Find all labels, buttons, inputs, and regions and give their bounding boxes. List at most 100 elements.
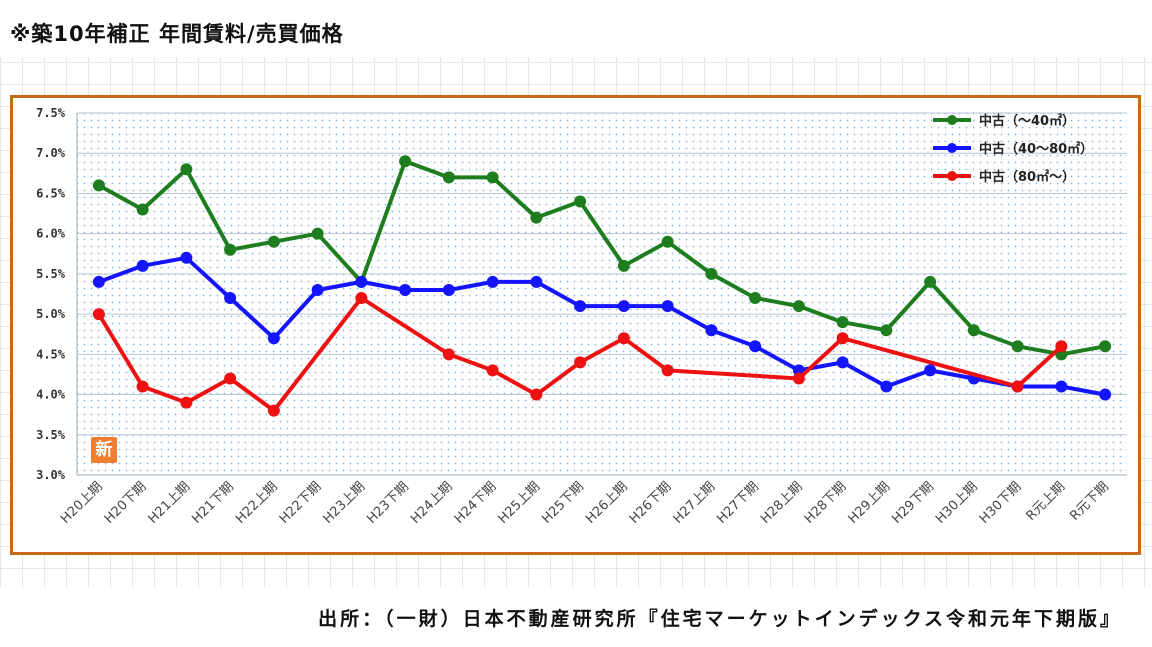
- x-tick-label: H30上期: [933, 479, 981, 527]
- data-point-series-1: [617, 300, 630, 313]
- legend-label: 中古（40～80㎡）: [979, 141, 1093, 157]
- y-tick-label: 6.5%: [36, 186, 66, 200]
- x-tick-label: R元上期: [1024, 479, 1069, 524]
- data-point-series-0: [486, 171, 499, 184]
- data-point-series-0: [967, 324, 980, 337]
- data-point-series-0: [1011, 340, 1024, 353]
- footer-band: [0, 588, 1152, 647]
- x-tick-label: R元下期: [1067, 479, 1112, 524]
- series-line-1: [98, 255, 1106, 397]
- data-point-series-2: [617, 332, 630, 345]
- header-band: [0, 0, 1152, 58]
- data-point-series-0: [661, 235, 674, 248]
- chart-frame: 3.0% 3.5% 4.0% 4.5% 5.0% 5.5% 6.0% 6.5% 7.0% 7.5%…: [10, 95, 1141, 555]
- series-line-0: [97, 159, 1106, 357]
- x-tick-label: H23下期: [364, 479, 412, 527]
- y-tick-label: 5.0%: [36, 307, 66, 321]
- series-line-2: [97, 296, 1063, 413]
- data-point-series-1: [267, 332, 280, 345]
- series-lines: [92, 155, 1112, 417]
- y-tick-label: 3.5%: [36, 428, 66, 442]
- data-point-series-1: [1099, 388, 1112, 401]
- data-point-series-1: [661, 300, 674, 313]
- data-point-series-2: [180, 396, 193, 409]
- x-tick-label: H25下期: [539, 479, 587, 527]
- data-point-series-2: [486, 364, 499, 377]
- x-tick-label: H23上期: [321, 479, 369, 527]
- grid-lines: [76, 112, 1127, 476]
- y-tick-label: 4.0%: [36, 388, 66, 402]
- data-point-series-0: [92, 179, 105, 192]
- data-point-series-1: [486, 275, 499, 288]
- data-point-series-2: [267, 404, 280, 417]
- data-point-series-0: [574, 195, 587, 208]
- legend-label: 中古（80㎡～）: [979, 169, 1075, 185]
- data-point-series-1: [1055, 380, 1068, 393]
- data-point-series-1: [180, 251, 193, 264]
- x-tick-label: H26上期: [583, 479, 631, 527]
- data-point-series-0: [267, 235, 280, 248]
- data-point-series-2: [1055, 340, 1068, 353]
- x-tick-label: H29下期: [889, 479, 937, 527]
- x-tick-label: H28上期: [758, 479, 806, 527]
- data-point-series-0: [617, 259, 630, 272]
- page-title: ※築10年補正 年間賃料/売買価格: [10, 22, 344, 46]
- legend-swatch-marker: [947, 171, 957, 181]
- data-point-series-0: [924, 275, 937, 288]
- data-point-series-1: [705, 324, 718, 337]
- data-point-series-2: [574, 356, 587, 369]
- data-point-series-2: [792, 372, 805, 385]
- x-tick-label: H29上期: [846, 479, 894, 527]
- x-tick-label: H21下期: [189, 479, 237, 527]
- x-tick-label: H27下期: [714, 479, 762, 527]
- legend-swatch-marker: [947, 143, 957, 153]
- x-tick-label: H24下期: [452, 479, 500, 527]
- x-axis-tick-labels: H20上期H20下期H21上期H21下期H22上期H22下期H23上期H23下期…: [58, 479, 1112, 527]
- data-point-series-2: [224, 372, 237, 385]
- data-point-series-1: [880, 380, 893, 393]
- data-point-series-1: [530, 275, 543, 288]
- data-point-series-2: [836, 332, 849, 345]
- x-tick-label: H25上期: [496, 479, 544, 527]
- y-tick-label: 6.0%: [36, 227, 66, 241]
- data-point-series-0: [224, 243, 237, 256]
- data-point-series-2: [92, 308, 105, 321]
- data-point-series-0: [749, 292, 762, 305]
- x-tick-label: H20下期: [102, 479, 150, 527]
- data-point-series-2: [355, 292, 368, 305]
- data-point-series-0: [1099, 340, 1112, 353]
- data-point-series-1: [355, 275, 368, 288]
- data-point-series-0: [180, 163, 193, 176]
- legend-swatch-marker: [947, 115, 957, 125]
- data-point-series-0: [792, 300, 805, 313]
- data-point-series-1: [399, 283, 412, 296]
- y-tick-label: 4.5%: [36, 347, 66, 361]
- data-point-series-1: [92, 275, 105, 288]
- y-axis-tick-labels: 3.0% 3.5% 4.0% 4.5% 5.0% 5.5% 6.0% 6.5% 7.0% 7.5%: [36, 106, 66, 482]
- data-point-series-0: [399, 155, 412, 168]
- data-point-series-0: [311, 227, 324, 240]
- data-point-series-0: [442, 171, 455, 184]
- data-point-series-1: [224, 292, 237, 305]
- data-point-series-2: [136, 380, 149, 393]
- x-tick-label: H28下期: [802, 479, 850, 527]
- x-tick-label: H20上期: [58, 479, 106, 527]
- new-badge: 新: [91, 437, 117, 463]
- x-tick-label: H30下期: [977, 479, 1025, 527]
- data-point-series-1: [749, 340, 762, 353]
- y-tick-label: 7.5%: [36, 106, 66, 120]
- data-point-series-0: [836, 316, 849, 329]
- legend: 中古（～40㎡） 中古（40～80㎡） 中古（80㎡～）: [933, 113, 1093, 185]
- y-tick-label: 3.0%: [36, 468, 66, 482]
- source-citation: 出所：（一財）日本不動産研究所『住宅マーケットインデックス令和元年下期版』: [318, 608, 1122, 630]
- x-tick-label: H22上期: [233, 479, 281, 527]
- data-point-series-1: [442, 283, 455, 296]
- legend-label: 中古（～40㎡）: [979, 113, 1075, 129]
- data-point-series-0: [705, 267, 718, 280]
- x-tick-label: H27上期: [671, 479, 719, 527]
- x-tick-label: H26下期: [627, 479, 675, 527]
- data-point-series-2: [442, 348, 455, 361]
- x-tick-label: H21上期: [146, 479, 194, 527]
- x-tick-label: H24上期: [408, 479, 456, 527]
- x-tick-label: H22下期: [277, 479, 325, 527]
